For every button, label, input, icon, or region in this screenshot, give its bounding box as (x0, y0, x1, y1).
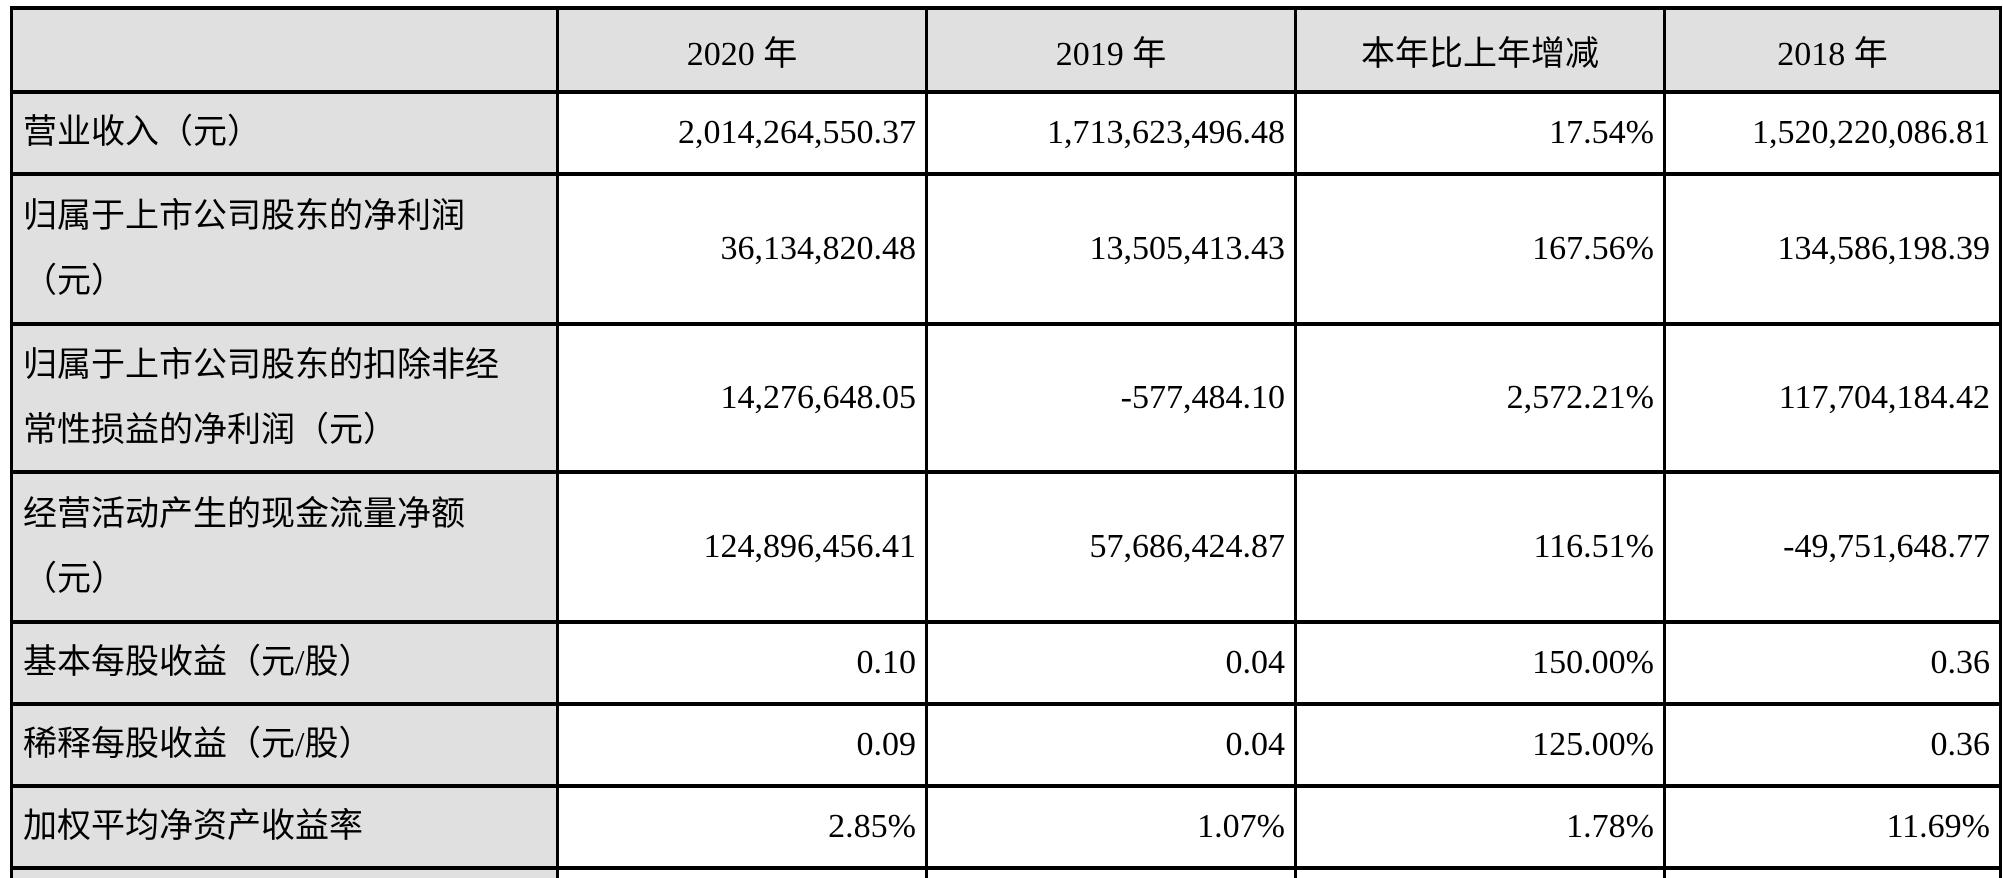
value-2019: 57,686,424.87 (925, 470, 1297, 624)
row-label: 营业收入（元） (10, 90, 559, 176)
value-2019: 13,505,413.43 (925, 172, 1297, 326)
value-change: 125.00% (1294, 702, 1666, 788)
row-label: 归属于上市公司股东的净利润 （元） (10, 172, 559, 326)
value-change: 17.54% (1294, 90, 1666, 176)
row-label: 加权平均净资产收益率 (10, 784, 559, 870)
value-2018 (1663, 866, 2002, 878)
table-row-weighted-avg-roe: 加权平均净资产收益率 2.85% 1.07% 1.78% 11.69% (10, 784, 2002, 870)
row-label: 稀释每股收益（元/股） (10, 702, 559, 788)
table-row-operating-revenue: 营业收入（元） 2,014,264,550.37 1,713,623,496.4… (10, 90, 2002, 176)
value-2018: 134,586,198.39 (1663, 172, 2002, 326)
table-row-diluted-eps: 稀释每股收益（元/股） 0.09 0.04 125.00% 0.36 (10, 702, 2002, 788)
row-label: 归属于上市公司股东的扣除非经 常性损益的净利润（元） (10, 322, 559, 474)
value-2019: 0.04 (925, 620, 1297, 706)
financial-summary-table: 2020 年 2019 年 本年比上年增减 2018 年 营业收入（元） 2,0… (10, 6, 2002, 878)
value-change: 116.51% (1294, 470, 1666, 624)
value-2019: 0.04 (925, 702, 1297, 788)
value-change: 167.56% (1294, 172, 1666, 326)
value-2020: 36,134,820.48 (556, 172, 928, 326)
header-cell-2018: 2018 年 (1663, 6, 2002, 94)
row-label: 基本每股收益（元/股） (10, 620, 559, 706)
value-change: 150.00% (1294, 620, 1666, 706)
value-2019: -577,484.10 (925, 322, 1297, 474)
row-label: 经营活动产生的现金流量净额 （元） (10, 470, 559, 624)
value-2020: 0.09 (556, 702, 928, 788)
value-2020: 0.10 (556, 620, 928, 706)
table-row-partial-clipped (10, 866, 2002, 878)
value-2020: 14,276,648.05 (556, 322, 928, 474)
header-cell-change: 本年比上年增减 (1294, 6, 1666, 94)
table-row-basic-eps: 基本每股收益（元/股） 0.10 0.04 150.00% 0.36 (10, 620, 2002, 706)
value-change (1294, 866, 1666, 878)
value-2020: 124,896,456.41 (556, 470, 928, 624)
value-2018: 0.36 (1663, 620, 2002, 706)
value-2019: 1.07% (925, 784, 1297, 870)
header-cell-indicator (10, 6, 559, 94)
table-row-net-profit-excl-nonrecurring: 归属于上市公司股东的扣除非经 常性损益的净利润（元） 14,276,648.05… (10, 322, 2002, 474)
value-2018: 1,520,220,086.81 (1663, 90, 2002, 176)
row-label (10, 866, 559, 878)
value-2018: 117,704,184.42 (1663, 322, 2002, 474)
value-2019 (925, 866, 1297, 878)
value-2018: 0.36 (1663, 702, 2002, 788)
value-2018: -49,751,648.77 (1663, 470, 2002, 624)
value-change: 1.78% (1294, 784, 1666, 870)
value-change: 2,572.21% (1294, 322, 1666, 474)
value-2020 (556, 866, 928, 878)
table-row-net-profit: 归属于上市公司股东的净利润 （元） 36,134,820.48 13,505,4… (10, 172, 2002, 326)
value-2020: 2.85% (556, 784, 928, 870)
header-cell-2019: 2019 年 (925, 6, 1297, 94)
table-header-row: 2020 年 2019 年 本年比上年增减 2018 年 (10, 6, 2002, 94)
value-2020: 2,014,264,550.37 (556, 90, 928, 176)
value-2018: 11.69% (1663, 784, 2002, 870)
table-row-operating-cash-flow: 经营活动产生的现金流量净额 （元） 124,896,456.41 57,686,… (10, 470, 2002, 624)
header-cell-2020: 2020 年 (556, 6, 928, 94)
value-2019: 1,713,623,496.48 (925, 90, 1297, 176)
